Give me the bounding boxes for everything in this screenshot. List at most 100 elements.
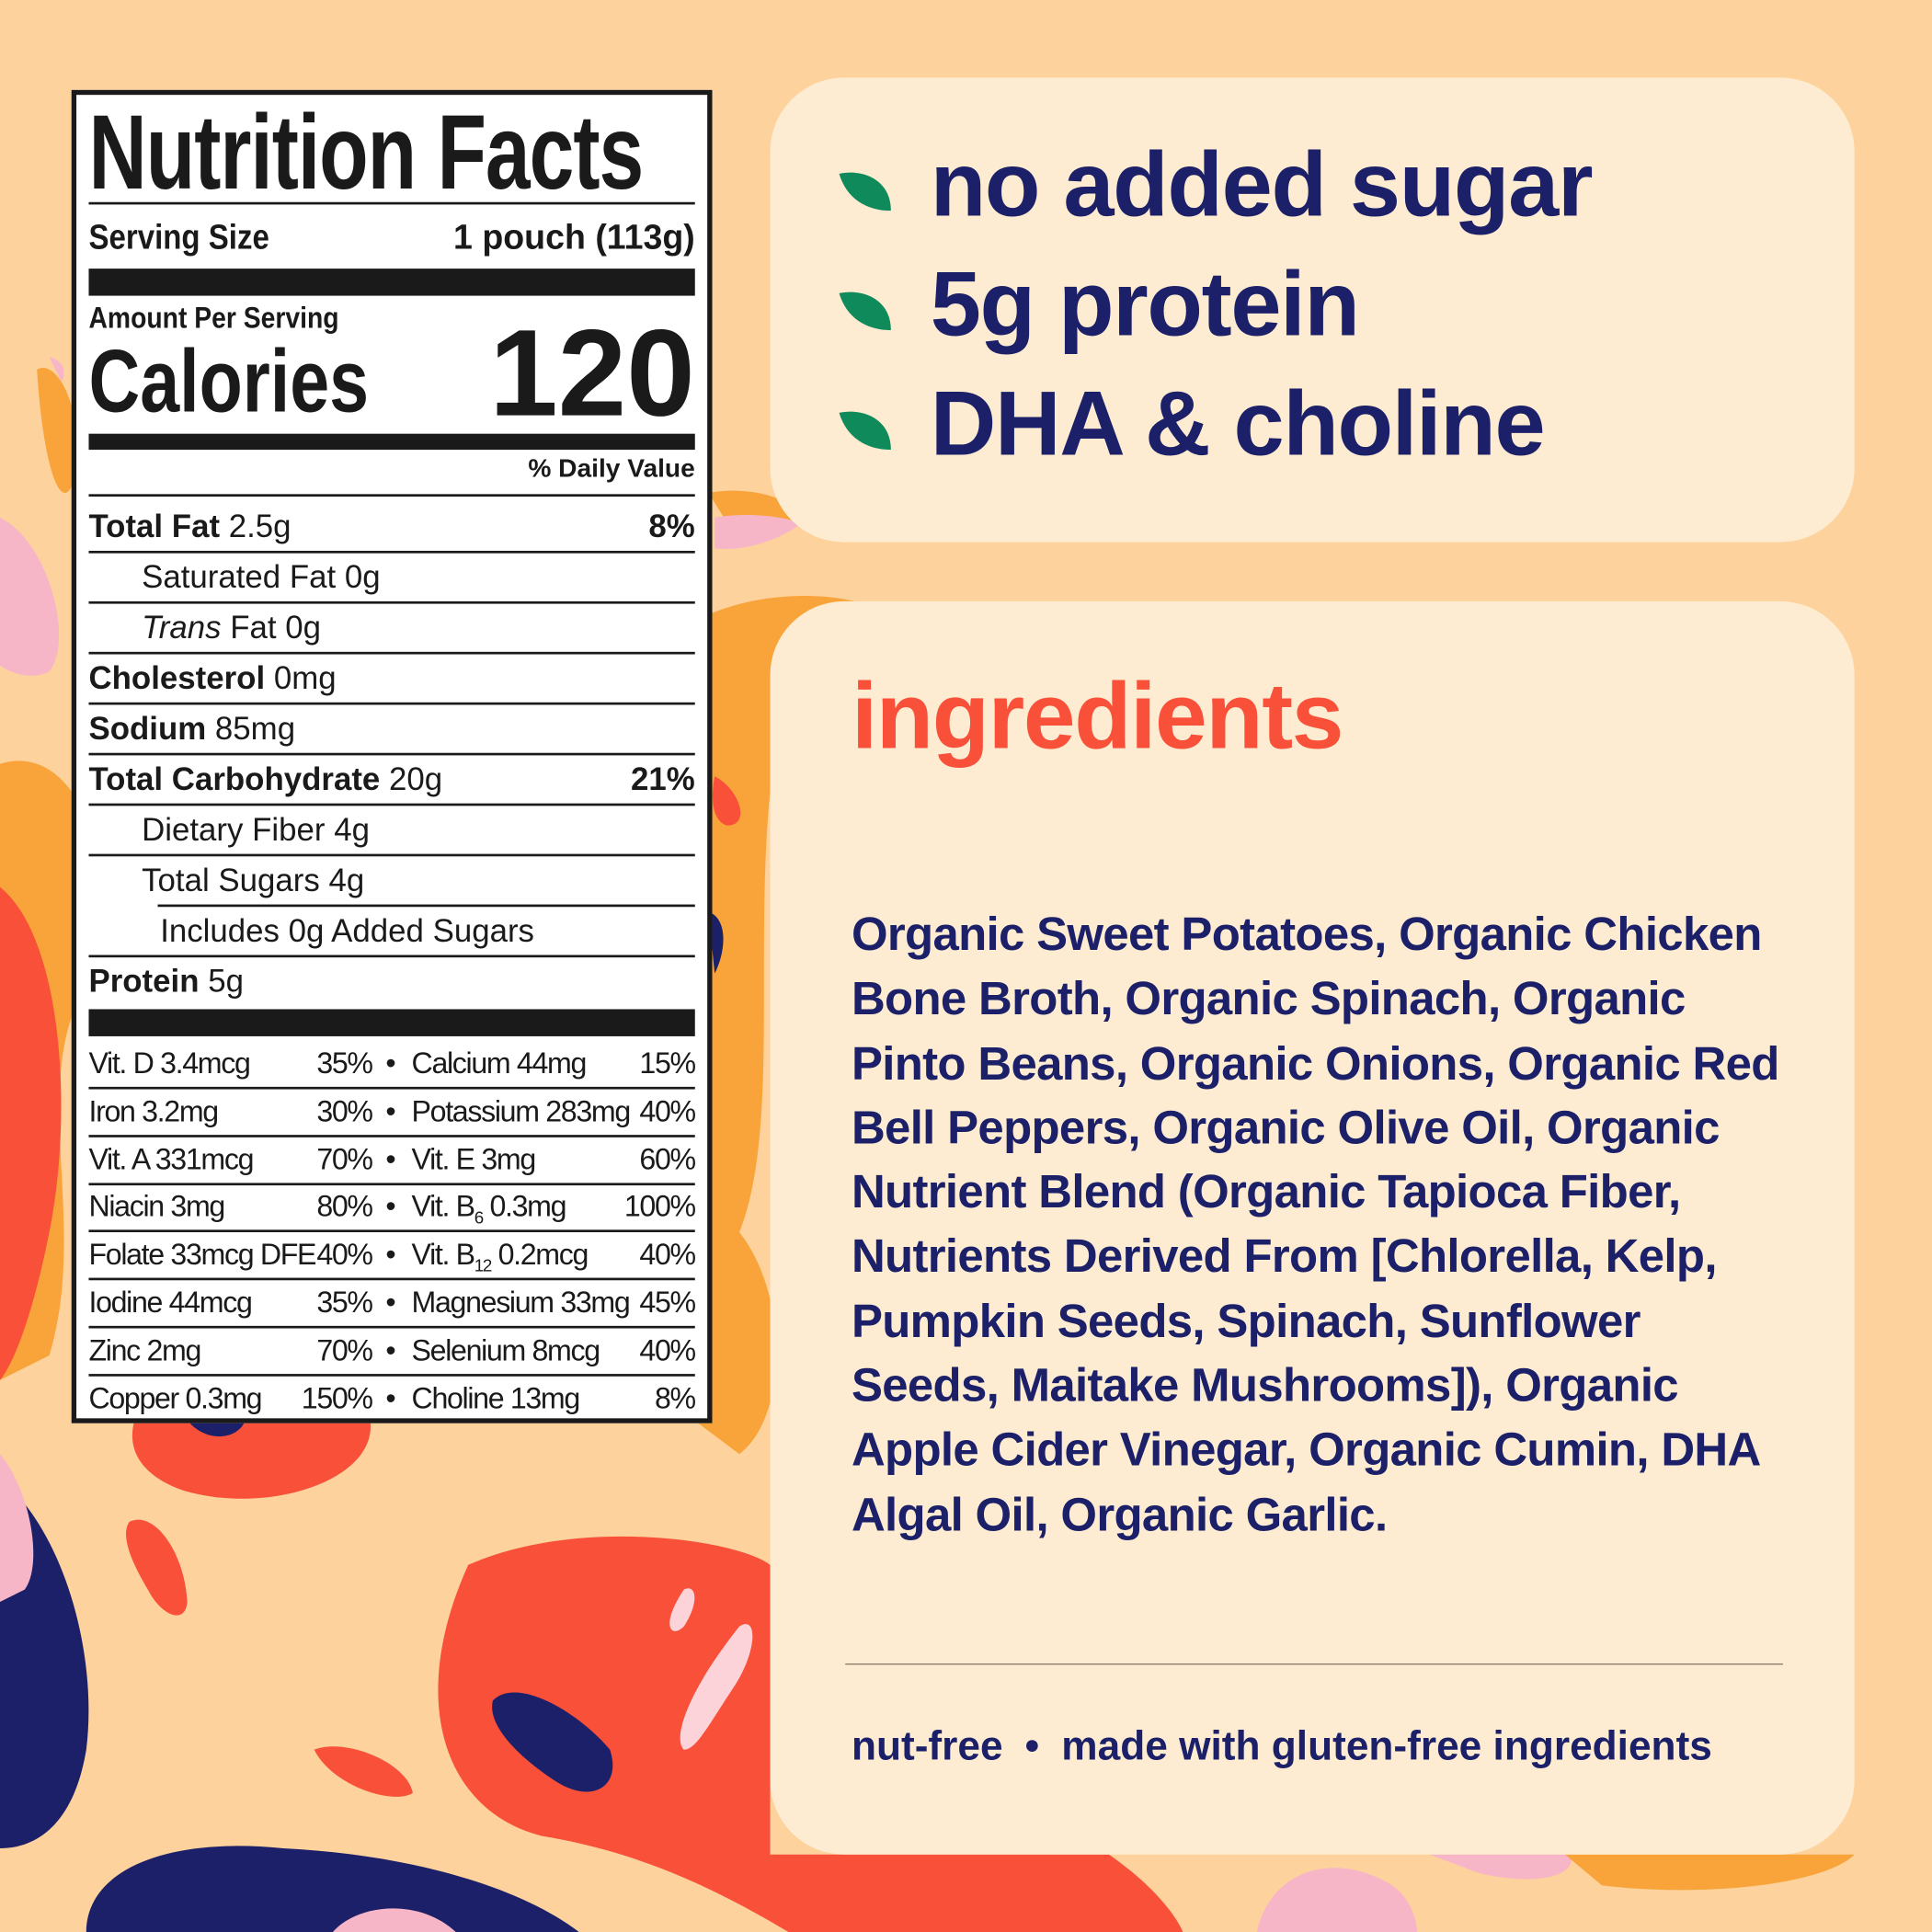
navy-blob (492, 1692, 613, 1792)
nut-free-note: nut-free (851, 1722, 1003, 1768)
nutrient-amount: 20g (380, 760, 443, 797)
micronutrient-row: Vit. D 3.4mcg 35% • Calcium 44mg 15% (88, 1041, 696, 1088)
serving-size-label: Serving Size (88, 218, 269, 257)
bullet-separator: • (385, 1047, 395, 1081)
divider (88, 201, 695, 205)
nutrient-name: Sodium (88, 709, 207, 748)
bullet-separator: • (1024, 1722, 1040, 1768)
nutrient-name: Total Carbohydrate (88, 760, 381, 797)
divider (88, 1277, 695, 1281)
calories-value: 120 (489, 303, 695, 443)
nutrient-name: Total Fat (88, 508, 221, 545)
nutrient-name: Saturated Fat 0g (142, 558, 381, 596)
leaf-icon (839, 411, 891, 451)
micronutrient-right-pct: 40% (639, 1333, 696, 1368)
pink-blob (0, 1454, 34, 1602)
nutrient-name: Trans (142, 608, 222, 646)
claim-text: 5g protein (930, 252, 1360, 355)
ingredients-card: ingredients Organic Sweet Potatoes, Orga… (770, 600, 1855, 1855)
micronutrient-left-pct: 150% (301, 1381, 373, 1416)
nutrient-row: Total Sugars 4g (88, 855, 694, 905)
micronutrient-right-name: Calcium 44mg (411, 1047, 588, 1081)
claim-text: DHA & choline (930, 372, 1546, 474)
serving-size-row: Serving Size 1 pouch (113g) (88, 213, 694, 263)
nutrient-name: Protein (88, 962, 200, 1000)
nutrient-name: Cholesterol (88, 658, 266, 697)
red-blob (131, 1417, 372, 1499)
micronutrient-left-pct: 35% (316, 1047, 373, 1081)
bullet-separator: • (385, 1238, 395, 1273)
thick-divider (88, 433, 695, 451)
orange-blob (37, 367, 77, 493)
micronutrient-left-name: Zinc 2mg (88, 1333, 201, 1368)
micronutrient-row: Zinc 2mg 70% • Selenium 8mcg 40% (88, 1328, 696, 1375)
micronutrient-right-name: Potassium 283mg (411, 1094, 632, 1129)
micronutrient-left-name: Vit. A 331mcg (88, 1142, 254, 1177)
pink-blob (714, 515, 801, 550)
micronutrient-left-name: Copper 0.3mg (88, 1381, 262, 1416)
divider (88, 550, 695, 554)
amount-per-serving: Amount Per Serving (88, 302, 372, 337)
micronutrient-left-pct: 70% (316, 1142, 373, 1177)
micronutrient-left-name: Niacin 3mg (88, 1190, 225, 1225)
divider (845, 1663, 1783, 1665)
micronutrient-right-name: Vit. B (411, 1190, 476, 1225)
micronutrient-right-pct: 8% (654, 1381, 696, 1416)
calories-label: Calories (88, 335, 439, 429)
bullet-separator: • (385, 1142, 395, 1177)
divider (88, 1373, 695, 1377)
micronutrient-left-pct: 80% (316, 1190, 373, 1225)
divider (88, 853, 695, 857)
micronutrient-right-name: Selenium 8mcg (411, 1333, 601, 1368)
divider (88, 1229, 695, 1233)
divider (88, 702, 695, 705)
nutrient-amount: 85mg (206, 709, 296, 748)
pink-blob (332, 1908, 456, 1932)
nutrient-row: Protein 5g (88, 956, 694, 1006)
orange-blob (1564, 1854, 1855, 1891)
claim-text: no added sugar (930, 132, 1594, 235)
nutrient-row: Dietary Fiber 4g (88, 805, 694, 854)
gluten-free-note: made with gluten-free ingredients (1061, 1722, 1712, 1768)
bullet-separator: • (385, 1333, 395, 1368)
ingredients-title: ingredients (851, 664, 1343, 770)
leaf-icon (839, 292, 891, 331)
nutrient-row: Sodium 85mg (88, 703, 694, 753)
subscript: 6 (474, 1207, 484, 1228)
nutrient-row: Total Carbohydrate 20g 21% (88, 754, 694, 804)
bullet-separator: • (385, 1286, 395, 1320)
nutrient-row: Trans Fat 0g (88, 602, 694, 652)
claims-card: no added sugar 5g protein DHA & choline (770, 77, 1855, 543)
micronutrient-right-pct: 100% (623, 1190, 696, 1225)
serving-size-value: 1 pouch (113g) (453, 218, 695, 257)
micronutrient-left-name: Iodine 44mcg (88, 1286, 252, 1320)
thick-divider (88, 269, 695, 296)
red-blob (126, 1519, 188, 1616)
micronutrient-row: Vit. A 331mcg 70% • Vit. E 3mg 60% (88, 1137, 696, 1183)
allergen-footer: nut-free • made with gluten-free ingredien… (852, 1722, 1712, 1769)
ingredients-list: Organic Sweet Potatoes, Organic Chicken … (851, 909, 1779, 1541)
bullet-separator: • (385, 1190, 395, 1225)
divider (88, 1086, 695, 1090)
nutrient-amount: 5g (199, 962, 244, 1000)
micronutrient-right-amount: 0.3mg (482, 1190, 566, 1225)
micronutrient-left-name: Folate 33mcg DFE (88, 1238, 316, 1273)
red-blob (712, 776, 741, 826)
micronutrient-row: Copper 0.3mg 150% • Choline 13mg 8% (88, 1376, 696, 1423)
micronutrient-left-name: Iron 3.2mg (88, 1094, 219, 1129)
nutrient-row: Saturated Fat 0g (88, 552, 694, 601)
micronutrient-right-pct: 15% (639, 1047, 696, 1081)
subscript: 12 (474, 1255, 492, 1275)
micronutrient-right-pct: 45% (639, 1286, 696, 1320)
nutrition-facts-label: Nutrition Facts Serving Size 1 pouch (11… (71, 89, 713, 1423)
divider (88, 803, 695, 806)
micronutrient-left-pct: 30% (316, 1094, 373, 1129)
nutrition-title: Nutrition Facts (88, 93, 644, 212)
nutrient-name: Total Sugars 4g (142, 861, 365, 898)
divider (88, 1325, 695, 1329)
nutrient-daily-value: 21% (631, 760, 695, 797)
micronutrient-right-amount: 0.2mcg (490, 1238, 589, 1273)
daily-value-header: % Daily Value (528, 454, 695, 484)
nutrient-row: Cholesterol 0mg (88, 653, 694, 703)
